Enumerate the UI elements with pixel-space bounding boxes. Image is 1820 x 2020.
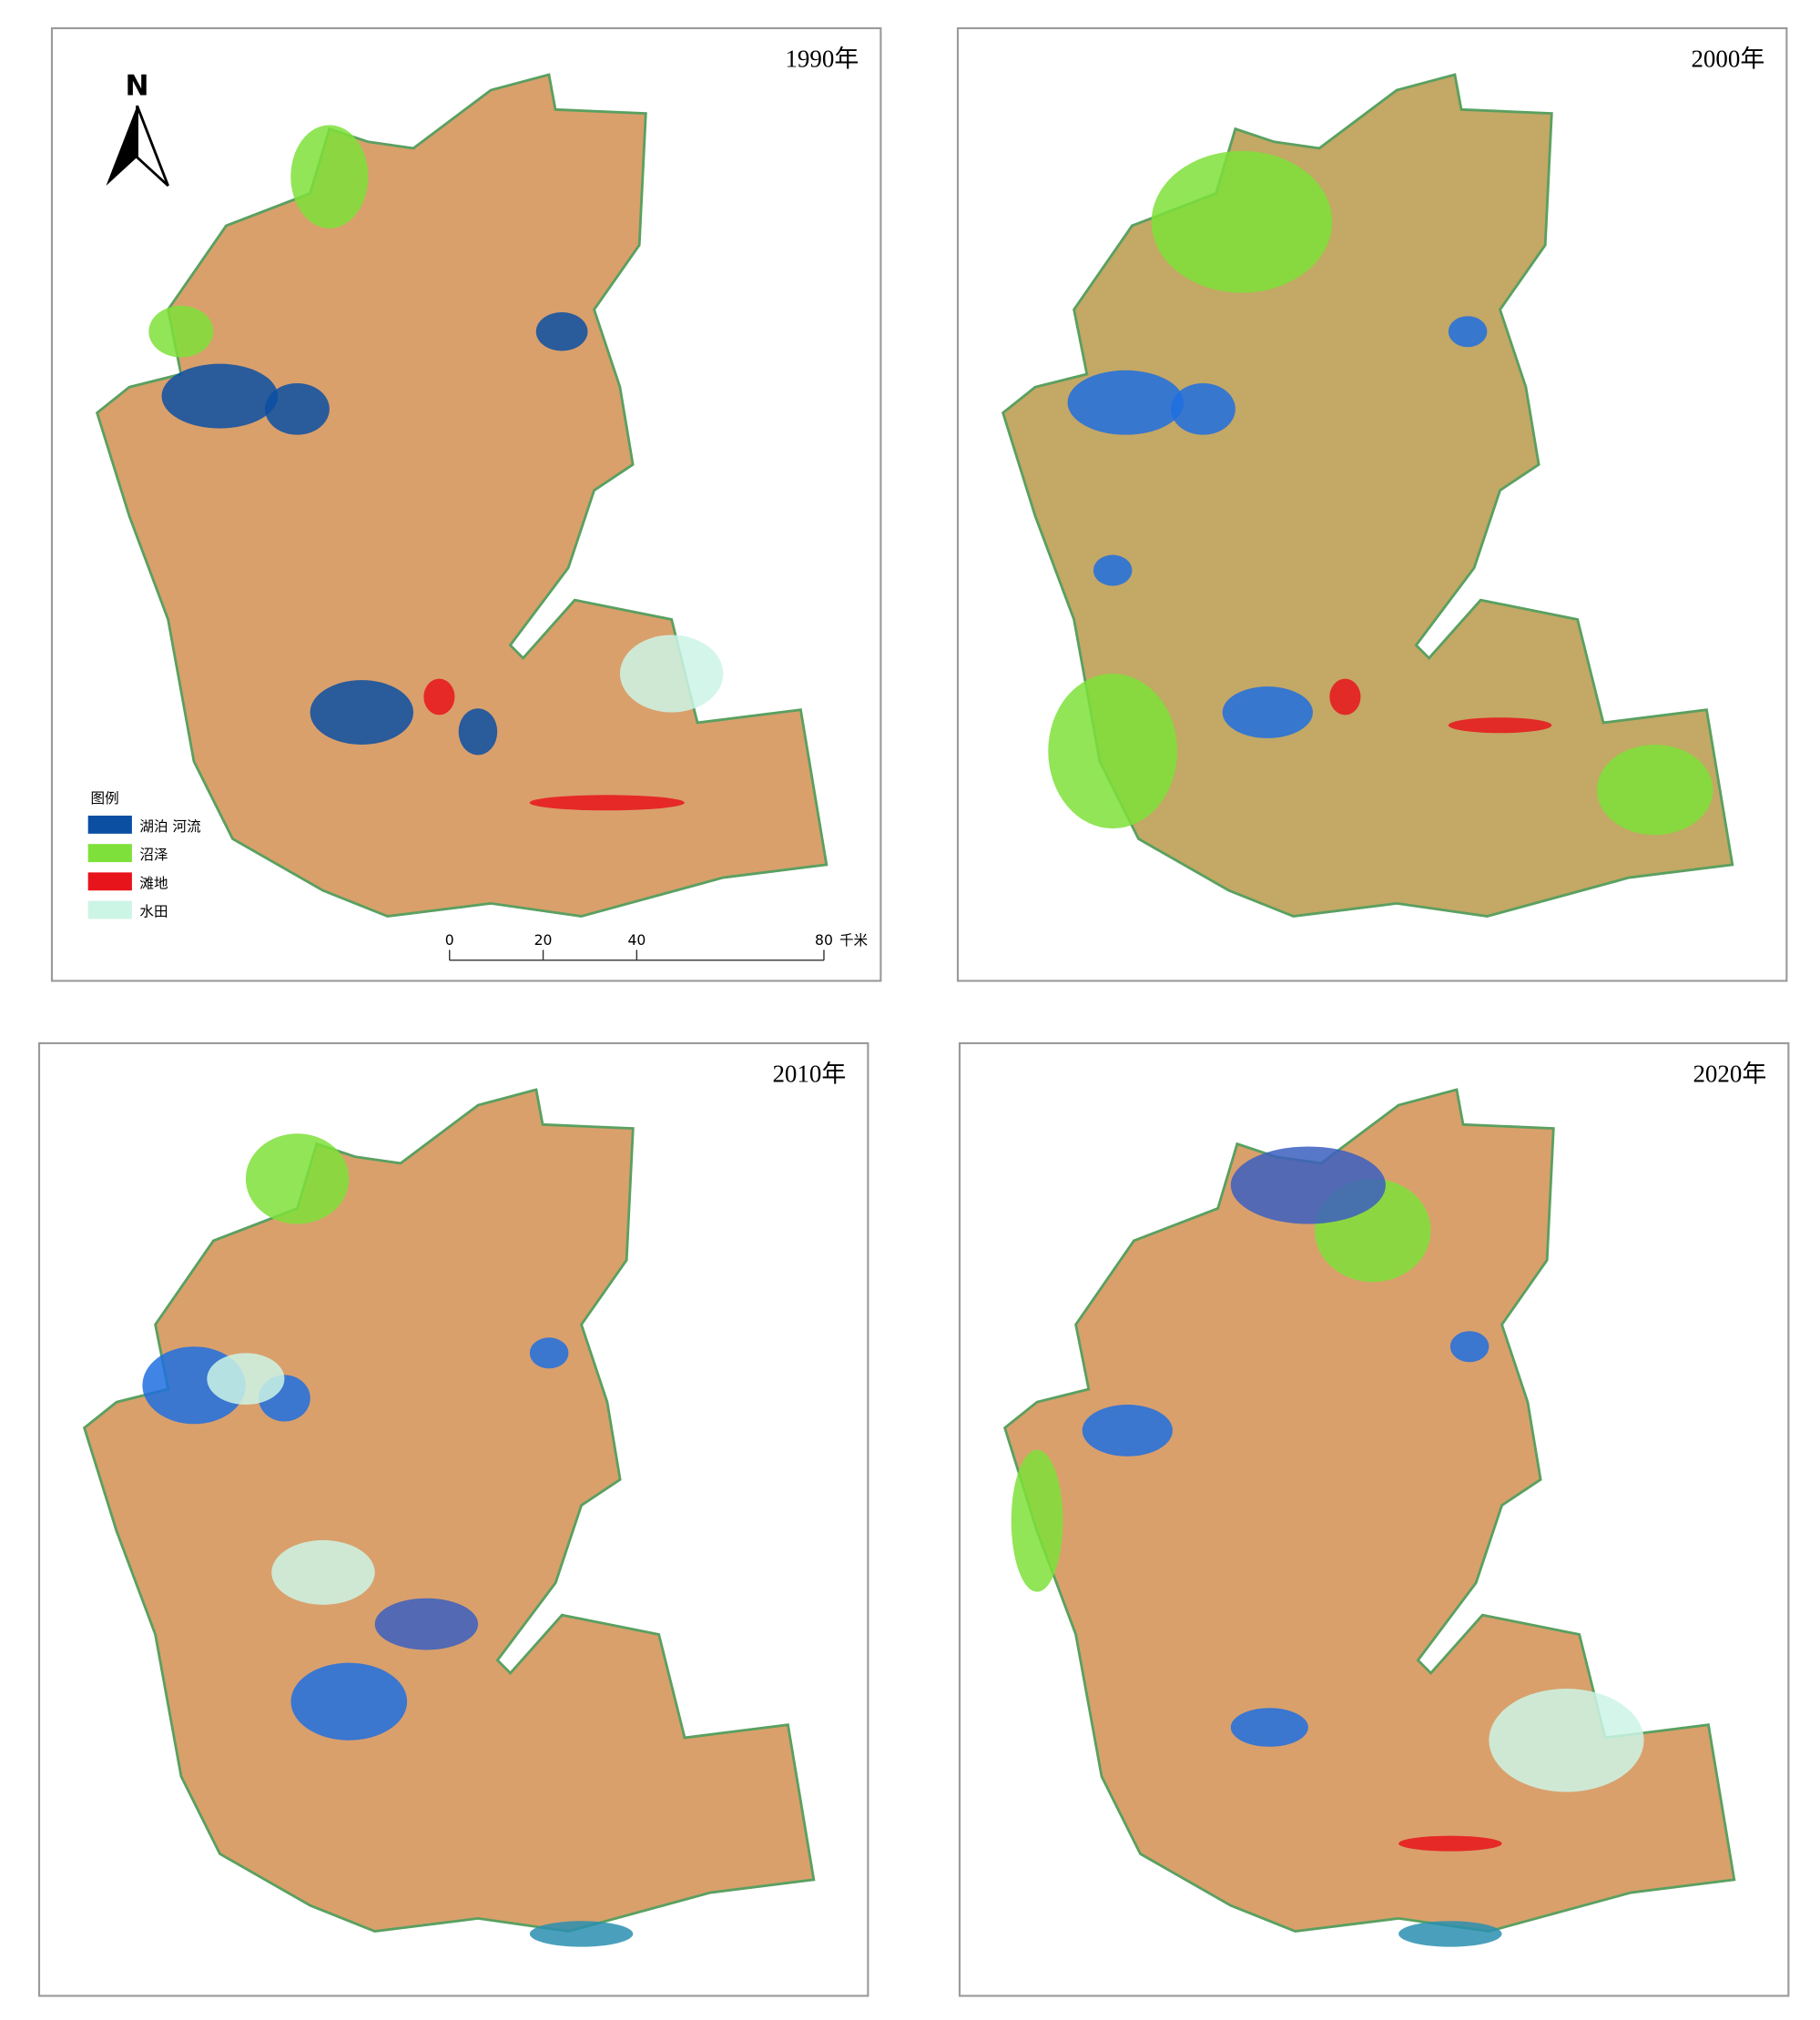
year-label: 1990年 bbox=[785, 46, 859, 73]
legend-swatch bbox=[87, 900, 132, 919]
land-cover-patch bbox=[1082, 1405, 1173, 1457]
scale-bar-label: 0 bbox=[445, 932, 454, 949]
land-cover-patch bbox=[529, 1921, 634, 1947]
land-cover-patch bbox=[423, 678, 455, 716]
land-cover-patch bbox=[1222, 686, 1313, 738]
land-cover-patch bbox=[290, 125, 369, 228]
scale-bar-unit: 千米 bbox=[839, 932, 869, 949]
north-arrow-right bbox=[136, 105, 169, 188]
land-cover-patch bbox=[1011, 1449, 1063, 1592]
land-cover-patch bbox=[264, 382, 330, 435]
scale-bar-label: 80 bbox=[815, 932, 833, 949]
land-cover-patch bbox=[1489, 1689, 1644, 1792]
land-cover-patch bbox=[271, 1539, 375, 1605]
land-cover-patch bbox=[535, 311, 588, 351]
legend-label: 滩地 bbox=[139, 875, 168, 891]
land-cover-patch bbox=[1398, 1835, 1502, 1852]
land-cover-patch bbox=[529, 1337, 569, 1369]
land-cover-patch bbox=[245, 1133, 350, 1224]
legend-label: 水田 bbox=[139, 904, 168, 920]
legend-label: 沼泽 bbox=[139, 847, 168, 863]
land-cover-patch bbox=[1067, 370, 1185, 435]
land-cover-patch bbox=[1448, 717, 1552, 734]
map-panel: 2000年 bbox=[956, 26, 1788, 982]
land-cover-patch bbox=[458, 708, 498, 756]
year-label: 2000年 bbox=[1691, 46, 1764, 73]
land-cover-patch bbox=[1398, 1921, 1502, 1947]
legend-swatch bbox=[87, 815, 132, 834]
land-cover-patch bbox=[1449, 1331, 1490, 1363]
land-cover-patch bbox=[529, 795, 685, 811]
land-cover-patch bbox=[148, 305, 214, 358]
land-cover-patch bbox=[1448, 316, 1488, 348]
north-label: N bbox=[126, 70, 149, 103]
land-cover-patch bbox=[310, 680, 414, 745]
map-panel: 2010年 bbox=[37, 1041, 869, 1997]
land-cover-patch bbox=[374, 1598, 479, 1650]
year-label: 2010年 bbox=[772, 1061, 846, 1088]
legend-swatch bbox=[87, 844, 132, 863]
land-cover-patch bbox=[1596, 744, 1713, 836]
land-cover-patch bbox=[1151, 150, 1333, 293]
land-cover-patch bbox=[1170, 382, 1235, 435]
land-cover-patch bbox=[1093, 554, 1133, 586]
legend-label: 湖泊 河流 bbox=[139, 818, 201, 835]
scale-bar-label: 20 bbox=[534, 932, 553, 949]
land-cover-patch bbox=[619, 634, 724, 713]
land-cover-patch bbox=[290, 1662, 408, 1741]
land-cover-patch bbox=[207, 1353, 285, 1406]
land-cover-patch bbox=[1230, 1146, 1386, 1224]
land-cover-patch bbox=[1230, 1708, 1308, 1747]
legend-title: 图例 bbox=[91, 790, 119, 807]
scale-bar-label: 40 bbox=[627, 932, 646, 949]
map-panel: 2020年 bbox=[958, 1041, 1790, 1997]
land-cover-patch bbox=[161, 363, 279, 429]
legend-swatch bbox=[87, 872, 132, 891]
year-label: 2020年 bbox=[1693, 1061, 1766, 1088]
land-cover-patch bbox=[1329, 678, 1361, 716]
land-cover-patch bbox=[1048, 674, 1178, 829]
